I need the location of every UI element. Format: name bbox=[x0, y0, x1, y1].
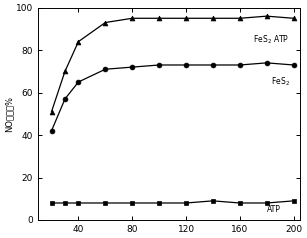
Text: FeS$_2$: FeS$_2$ bbox=[271, 76, 290, 88]
Y-axis label: NO转化率%: NO转化率% bbox=[4, 96, 13, 132]
Text: ATP: ATP bbox=[266, 205, 280, 213]
Text: FeS$_2$ ATP: FeS$_2$ ATP bbox=[253, 33, 290, 46]
